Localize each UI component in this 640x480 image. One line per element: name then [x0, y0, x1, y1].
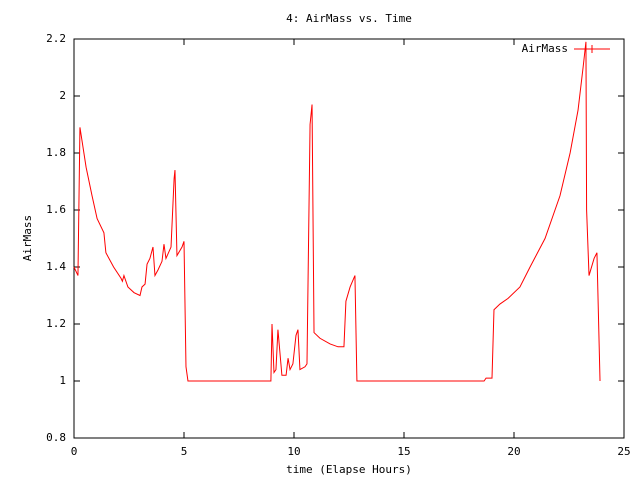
y-tick-label: 2.2: [46, 32, 66, 45]
y-tick-label: 1.6: [46, 203, 66, 216]
legend-label: AirMass: [522, 42, 568, 55]
y-tick-label: 1: [59, 374, 66, 387]
y-tick-label: 0.8: [46, 431, 66, 444]
x-tick-label: 5: [181, 445, 188, 458]
y-tick-label: 1.2: [46, 317, 66, 330]
x-tick-label: 20: [507, 445, 520, 458]
x-tick-label: 25: [617, 445, 630, 458]
chart-title: 4: AirMass vs. Time: [286, 12, 412, 25]
x-tick-label: 15: [397, 445, 410, 458]
y-tick-label: 1.8: [46, 146, 66, 159]
x-axis-label: time (Elapse Hours): [286, 463, 412, 476]
y-axis-label: AirMass: [21, 215, 34, 261]
x-tick-label: 0: [71, 445, 78, 458]
data-line: [73, 41, 601, 382]
y-tick-label: 2: [59, 89, 66, 102]
x-tick-label: 10: [287, 445, 300, 458]
y-tick-label: 1.4: [46, 260, 66, 273]
plot-border: [73, 38, 625, 439]
